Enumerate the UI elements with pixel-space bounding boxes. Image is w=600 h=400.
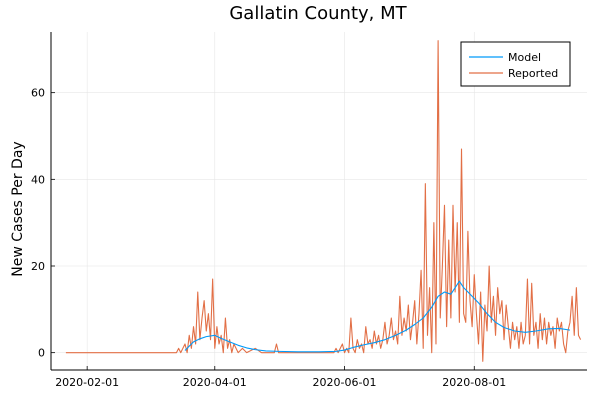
x-tick-label-3: 2020-08-01	[442, 376, 506, 389]
legend-box	[460, 41, 571, 87]
series-lines	[65, 40, 582, 362]
axes	[50, 32, 587, 371]
y-tick-label-3: 60	[31, 87, 45, 100]
legend-label-model: Model	[508, 51, 541, 64]
legend-label-reported: Reported	[508, 67, 558, 80]
x-tick-label-0: 2020-02-01	[55, 376, 119, 389]
series-line-model	[184, 280, 571, 353]
tick-labels: 2020-02-01 2020-04-01 2020-06-01 2020-08-01…	[31, 87, 506, 389]
x-tick-label-1: 2020-04-01	[183, 376, 247, 389]
x-tick-label-2: 2020-06-01	[313, 376, 377, 389]
chart-title: Gallatin County, MT	[229, 3, 407, 24]
grid-lines	[51, 32, 587, 370]
y-tick-label-2: 40	[31, 173, 45, 186]
y-axis-title: New Cases Per Day	[10, 141, 26, 276]
series-line-reported	[65, 40, 582, 362]
legend: Model Reported	[460, 41, 571, 87]
y-tick-label-0: 0	[38, 347, 45, 360]
y-tick-label-1: 20	[31, 260, 45, 273]
